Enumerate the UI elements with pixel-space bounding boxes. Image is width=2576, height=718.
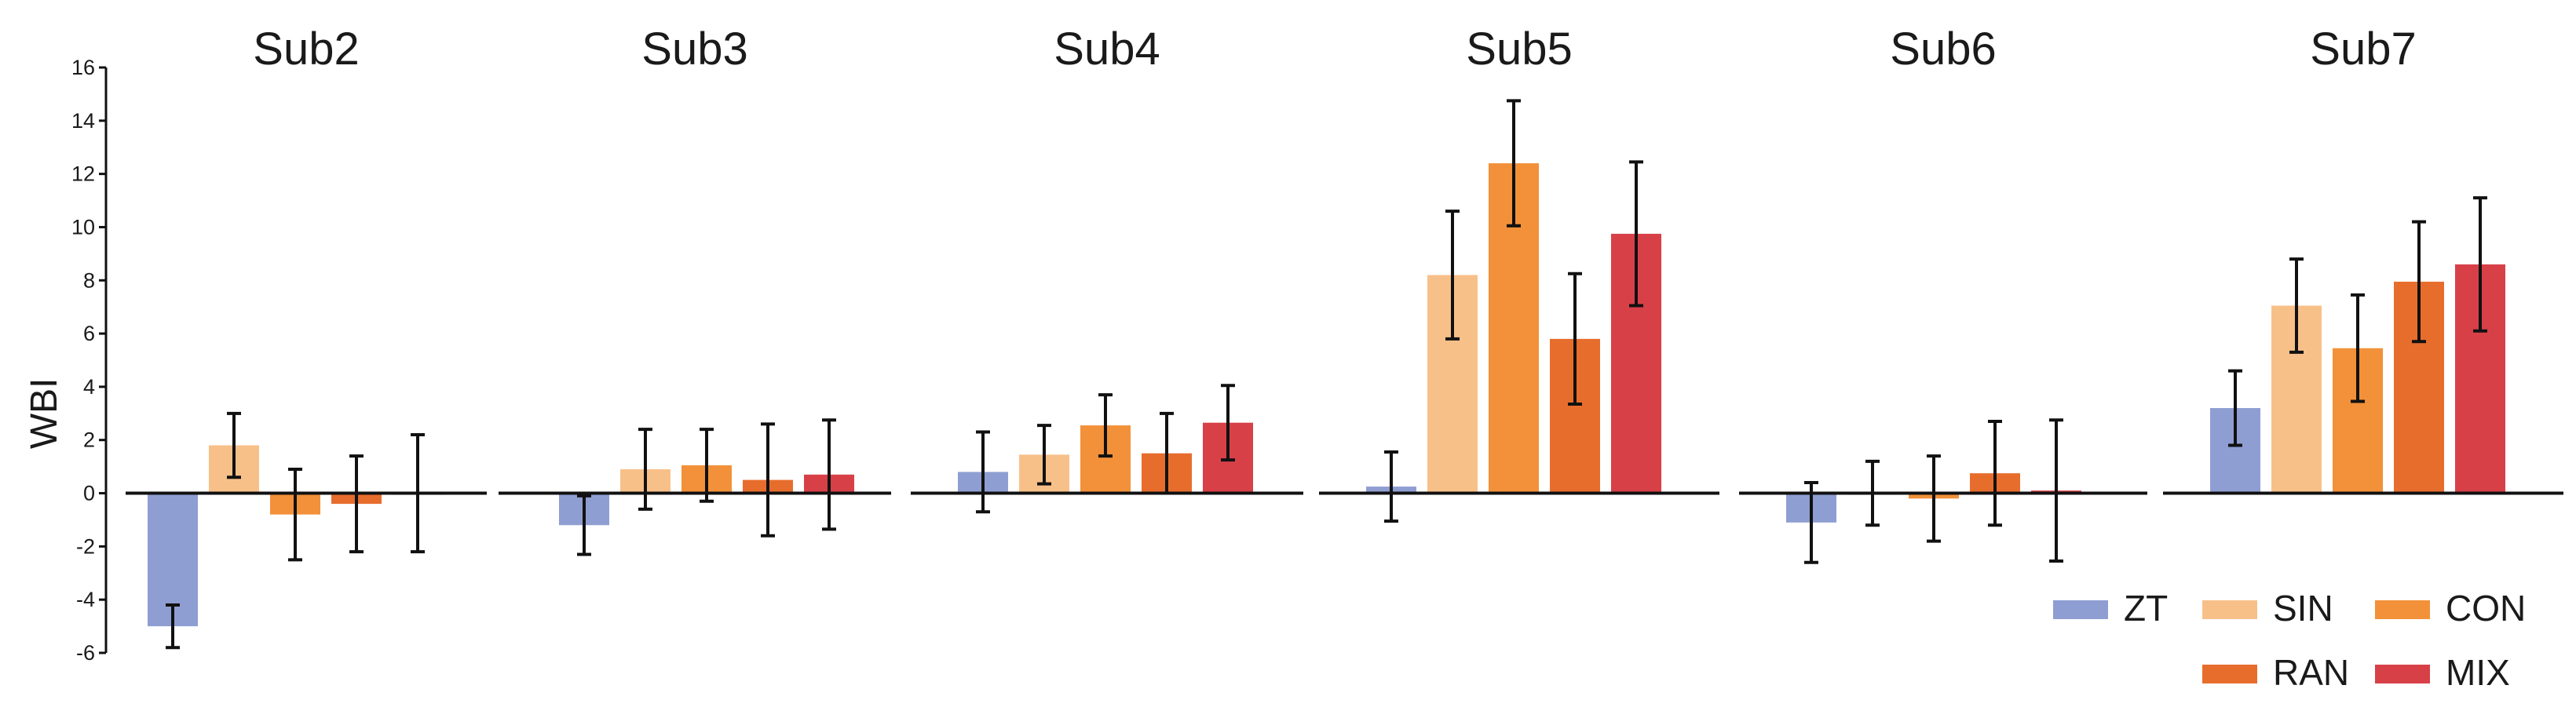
y-tick-label: 12 [71, 162, 95, 186]
y-tick-label: -6 [76, 641, 95, 665]
y-tick-label: 2 [83, 428, 95, 452]
y-tick-label: 6 [83, 322, 95, 345]
y-tick-label: 0 [83, 482, 95, 505]
panel-title: Sub5 [1466, 24, 1572, 75]
panel-title: Sub6 [1890, 24, 1996, 75]
y-tick-label: -4 [76, 588, 95, 611]
legend-swatch-ran [2202, 665, 2257, 683]
legend-swatch-mix [2375, 665, 2430, 683]
y-tick-label: 8 [83, 268, 95, 292]
panel-title: Sub7 [2310, 24, 2416, 75]
y-tick-label: -2 [76, 534, 95, 558]
y-tick-label: 4 [83, 375, 95, 399]
y-axis-label: WBI [24, 377, 65, 449]
legend-label-mix: MIX [2446, 652, 2510, 693]
y-tick-label: 10 [71, 215, 95, 239]
legend-label-con: CON [2446, 588, 2526, 629]
panel-title: Sub3 [641, 24, 747, 75]
legend-swatch-sin [2202, 600, 2257, 619]
legend-swatch-con [2375, 600, 2430, 619]
y-tick-label: 16 [71, 56, 95, 79]
legend-label-zt: ZT [2124, 588, 2168, 629]
legend-label-sin: SIN [2273, 588, 2333, 629]
panel-title: Sub4 [1054, 24, 1160, 75]
y-tick-label: 14 [71, 109, 95, 133]
panel-title: Sub2 [253, 24, 359, 75]
legend-swatch-zt [2053, 600, 2108, 619]
legend-label-ran: RAN [2273, 652, 2349, 693]
